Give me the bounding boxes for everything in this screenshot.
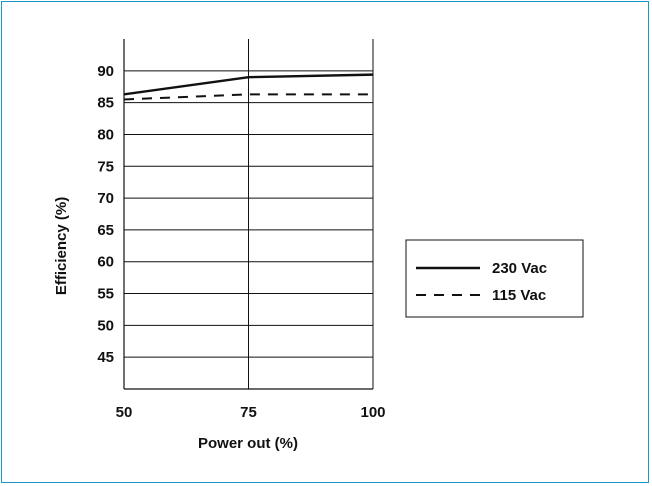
tick-labels: 45 50 55 60 65 70 75 80 85 90 50 75 100: [97, 63, 385, 421]
x-tick-label-100: 100: [360, 404, 385, 421]
y-tick-label-90: 90: [97, 63, 114, 80]
y-tick-label-75: 75: [97, 158, 114, 175]
x-axis-title: Power out (%): [198, 435, 298, 452]
series-line-115-vac: [123, 93, 373, 101]
y-tick-label-55: 55: [97, 286, 114, 303]
y-tick-label-45: 45: [97, 349, 114, 366]
y-tick-label-80: 80: [97, 126, 114, 143]
x-tick-label-50: 50: [116, 404, 133, 421]
y-tick-label-60: 60: [97, 254, 114, 271]
y-tick-label-50: 50: [97, 317, 114, 334]
y-axis-title: Efficiency (%): [53, 197, 70, 295]
axes-layer: [123, 39, 374, 390]
x-tick-label-75: 75: [240, 404, 257, 421]
legend-label-230-vac: 230 Vac: [492, 260, 547, 277]
y-tick-label-65: 65: [97, 222, 114, 239]
legend-label-115-vac: 115 Vac: [492, 287, 546, 304]
series-layer: [123, 73, 374, 101]
legend-box: [405, 239, 584, 318]
grid-layer: [124, 39, 373, 389]
legend: 230 Vac 115 Vac: [405, 239, 584, 318]
y-tick-label-85: 85: [97, 95, 114, 112]
y-tick-label-70: 70: [97, 190, 114, 207]
